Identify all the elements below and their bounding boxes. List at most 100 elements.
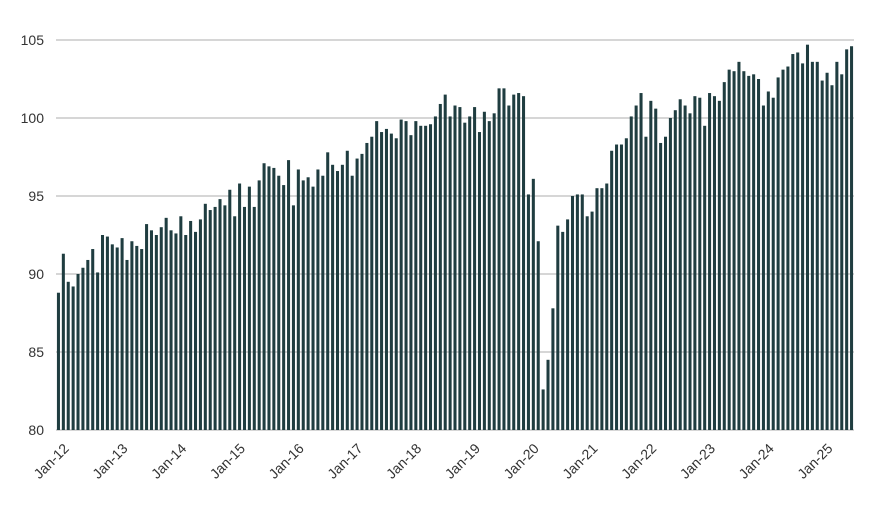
bar [218, 199, 222, 430]
bar [517, 93, 521, 430]
bar [502, 88, 506, 431]
bar [189, 220, 193, 430]
bar [433, 116, 437, 430]
bar [458, 107, 462, 430]
bar [370, 136, 374, 430]
bar [380, 132, 384, 431]
bar [492, 113, 496, 430]
bar [443, 94, 447, 430]
bar [830, 85, 834, 431]
x-tick-label: Jan-18 [383, 440, 425, 482]
bar [580, 194, 584, 430]
bar [365, 142, 369, 430]
bar [805, 44, 810, 431]
bar-series [56, 44, 854, 431]
bar [331, 164, 335, 431]
bar [664, 136, 668, 430]
x-tick-label: Jan-22 [618, 440, 660, 482]
bar [389, 133, 393, 430]
bar [125, 259, 129, 430]
y-tick-label: 85 [28, 344, 44, 360]
bar [845, 49, 849, 431]
x-tick-label: Jan-14 [148, 440, 190, 482]
bar [184, 235, 188, 430]
bar [477, 132, 481, 431]
y-tick-label: 100 [21, 110, 45, 126]
bar [355, 158, 359, 430]
bar [654, 108, 658, 430]
bar [213, 206, 217, 430]
bar [291, 205, 295, 430]
bar [512, 94, 516, 430]
bar [345, 150, 349, 430]
bar [649, 100, 653, 430]
bar [169, 230, 173, 430]
bar [140, 249, 144, 430]
bar [810, 61, 814, 431]
y-tick-label: 95 [28, 188, 44, 204]
bar [835, 61, 839, 431]
bar [429, 124, 433, 431]
bar [208, 210, 212, 430]
bar [590, 211, 594, 430]
bar [438, 103, 442, 431]
bar [840, 74, 844, 430]
x-tick-label: Jan-24 [735, 440, 777, 482]
bar [321, 175, 325, 430]
bar [747, 75, 751, 430]
bar [629, 116, 633, 430]
bar [145, 224, 149, 430]
bar [360, 153, 364, 430]
bar [448, 116, 452, 430]
bar [791, 54, 795, 430]
bar [468, 116, 472, 430]
bar [776, 77, 780, 430]
bar [732, 71, 736, 430]
bar [737, 61, 741, 431]
bar [350, 175, 354, 430]
bar [815, 61, 819, 431]
bar [644, 136, 648, 430]
y-tick-label: 90 [28, 266, 44, 282]
bar [262, 163, 266, 431]
bar [56, 292, 60, 430]
bar [96, 272, 100, 430]
bar [105, 236, 109, 430]
bar [174, 233, 178, 430]
bar [781, 69, 785, 430]
bar [228, 189, 232, 430]
bar [326, 152, 330, 430]
bar [556, 225, 560, 430]
bar [487, 121, 491, 431]
bar [384, 128, 388, 431]
bar [482, 111, 486, 430]
bar [130, 241, 134, 430]
bar [531, 178, 535, 430]
x-tick-label: Jan-25 [794, 440, 836, 482]
bar [786, 66, 790, 431]
bar [698, 97, 702, 430]
bar [301, 180, 305, 430]
bar [766, 91, 770, 430]
bar [639, 93, 643, 430]
bar [100, 235, 105, 430]
bar [727, 69, 731, 430]
y-tick-label: 105 [21, 32, 45, 48]
x-tick-label: Jan-13 [89, 440, 131, 482]
bar [541, 389, 545, 430]
bar [693, 96, 697, 430]
bar [287, 160, 291, 430]
bar [399, 119, 403, 430]
bar [712, 96, 716, 430]
bar [825, 72, 829, 430]
bar [296, 169, 300, 431]
bar [409, 135, 413, 430]
bar [708, 93, 712, 430]
bar [233, 216, 237, 430]
bar [66, 281, 70, 430]
bar [306, 177, 310, 430]
bar [203, 203, 207, 430]
x-axis: Jan-12 Jan-13 Jan-14 Jan-15 Jan-16 Jan-17 Jan-… [30, 440, 835, 482]
bar [257, 180, 261, 430]
